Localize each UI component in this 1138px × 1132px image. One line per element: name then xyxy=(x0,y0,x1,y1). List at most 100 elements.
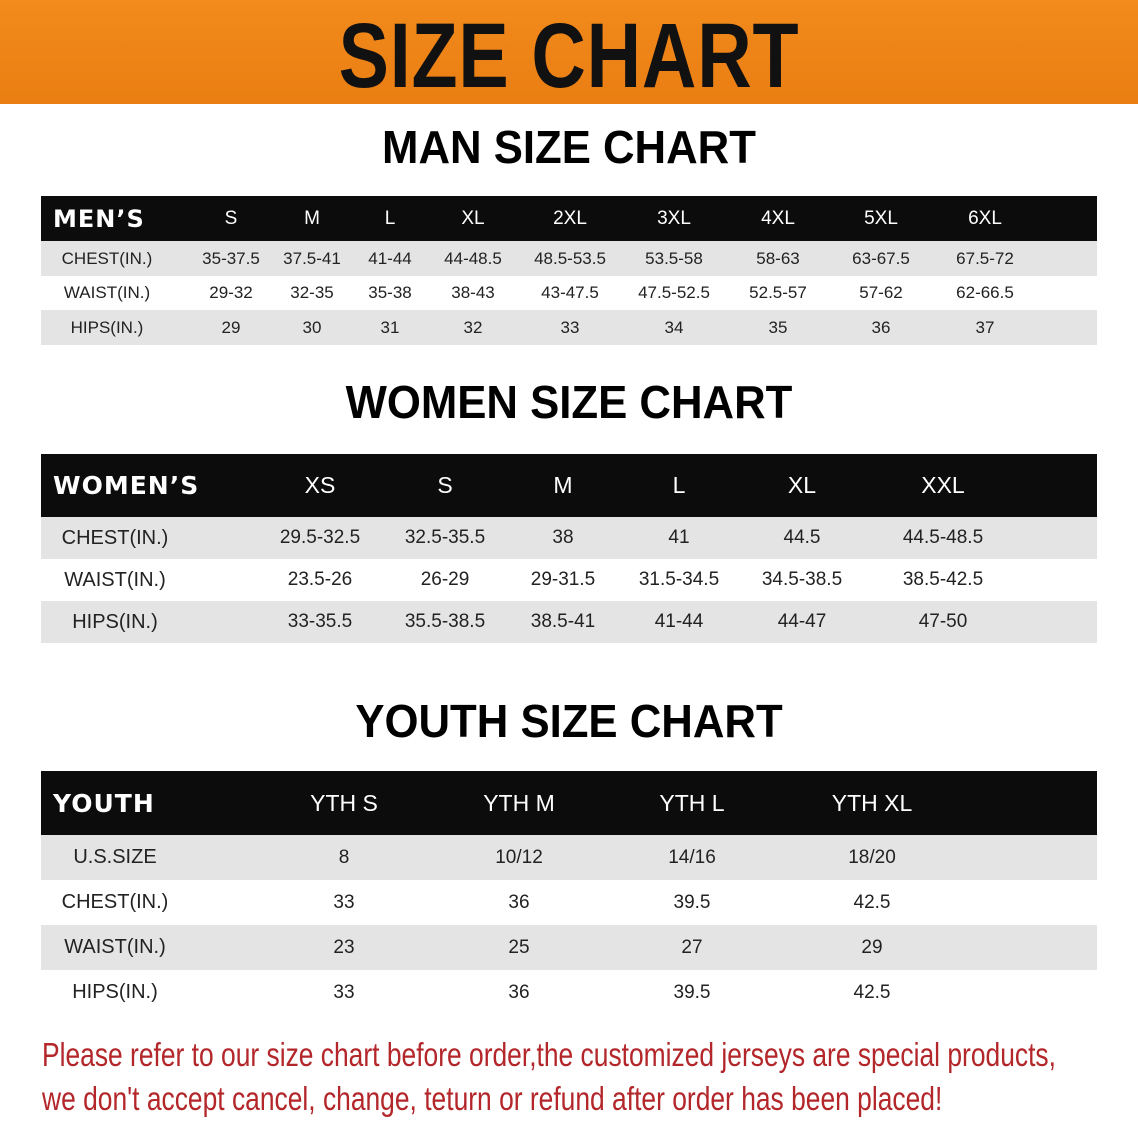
size-header: 5XL xyxy=(864,207,898,229)
measurement-cell: 29 xyxy=(861,936,883,958)
table-row: CHEST(IN.) 35-37.5 37.5-41 41-44 44-48.5 48.5… xyxy=(41,241,1097,276)
measurement-cell: 38 xyxy=(552,527,574,548)
measurement-cell: 36 xyxy=(508,981,530,1003)
table-row: CHEST(IN.) 29.5-32.5 32.5-35.5 38 41 44.5 44.5… xyxy=(41,517,1097,559)
size-header: YTH M xyxy=(483,789,555,816)
women-section-title: WOMEN SIZE CHART xyxy=(345,376,793,428)
table-row: CHEST(IN.) 33 36 39.5 42.5 xyxy=(41,880,1097,925)
measurement-cell: 35.5-38.5 xyxy=(404,611,486,632)
size-header: 4XL xyxy=(761,207,795,229)
banner: SIZE CHART xyxy=(0,0,1138,107)
measurement-cell: 57-62 xyxy=(859,283,903,302)
size-header: 2XL xyxy=(553,207,587,229)
measurement-cell: 10/12 xyxy=(495,846,543,868)
measurement-cell: 26-29 xyxy=(420,569,470,590)
row-label: HIPS(IN.) xyxy=(70,317,144,337)
measurement-cell: 32 xyxy=(463,317,483,337)
table-row: WAIST(IN.) 23.5-26 26-29 29-31.5 31.5-34.5 34… xyxy=(41,559,1097,601)
size-header: YTH S xyxy=(310,789,378,816)
size-header: L xyxy=(672,472,686,498)
row-label: WAIST(IN.) xyxy=(64,936,166,958)
row-label: CHEST(IN.) xyxy=(61,526,169,549)
measurement-cell: 29-31.5 xyxy=(530,569,596,590)
size-header: L xyxy=(384,207,396,229)
row-label: WAIST(IN.) xyxy=(63,283,151,302)
measurement-cell: 27 xyxy=(681,936,703,958)
measurement-cell: 41 xyxy=(668,527,690,548)
measurement-cell: 47-50 xyxy=(918,611,968,632)
row-label: HIPS(IN.) xyxy=(72,981,158,1003)
measurement-cell: 31.5-34.5 xyxy=(638,569,720,590)
table-row: WAIST(IN.) 29-32 32-35 35-38 38-43 43-47.5 47.… xyxy=(41,276,1097,310)
measurement-cell: 38.5-42.5 xyxy=(902,569,984,590)
men-section-title: MAN SIZE CHART xyxy=(382,121,756,173)
measurement-cell: 32.5-35.5 xyxy=(404,527,486,548)
measurement-cell: 53.5-58 xyxy=(645,248,703,268)
men-header-row: MEN’S S M L XL 2XL 3XL 4XL 5XL 6XL xyxy=(41,196,1097,241)
size-header: YTH L xyxy=(659,789,725,816)
measurement-cell: 14/16 xyxy=(668,846,716,868)
youth-header-label: YOUTH xyxy=(53,788,155,818)
measurement-cell: 37 xyxy=(975,317,995,337)
measurement-cell: 44.5 xyxy=(783,527,821,548)
measurement-cell: 8 xyxy=(338,846,350,868)
men-header-label: MEN’S xyxy=(53,204,145,233)
measurement-cell: 63-67.5 xyxy=(852,248,910,268)
measurement-cell: 35-38 xyxy=(368,283,412,302)
measurement-cell: 35-37.5 xyxy=(202,248,260,268)
table-row: HIPS(IN.) 33-35.5 35.5-38.5 38.5-41 41-44 44-… xyxy=(41,601,1097,643)
measurement-cell: 23 xyxy=(333,936,355,958)
size-header: 3XL xyxy=(657,207,691,229)
measurement-cell: 23.5-26 xyxy=(287,569,353,590)
measurement-cell: 30 xyxy=(302,317,322,337)
size-header: S xyxy=(224,207,238,229)
measurement-cell: 58-63 xyxy=(756,248,800,268)
notice-line-2: we don't accept cancel, change, teturn o… xyxy=(42,1080,943,1117)
measurement-cell: 47.5-52.5 xyxy=(638,283,710,302)
measurement-cell: 42.5 xyxy=(853,891,891,913)
table-row: HIPS(IN.) 33 36 39.5 42.5 xyxy=(41,970,1097,1015)
measurement-cell: 31 xyxy=(380,317,400,337)
size-header: XS xyxy=(304,472,336,498)
measurement-cell: 33-35.5 xyxy=(287,611,353,632)
notice-line-1: Please refer to our size chart before or… xyxy=(42,1036,1056,1073)
youth-header-row: YOUTH YTH S YTH M YTH L YTH XL xyxy=(41,771,1097,835)
table-row: WAIST(IN.) 23 25 27 29 xyxy=(41,925,1097,970)
measurement-cell: 52.5-57 xyxy=(749,283,807,302)
size-header: S xyxy=(437,472,453,498)
measurement-cell: 67.5-72 xyxy=(956,248,1014,268)
measurement-cell: 43-47.5 xyxy=(541,283,599,302)
women-header-row: WOMEN’S XS S M L XL XXL xyxy=(41,454,1097,517)
table-row: HIPS(IN.) 29 30 31 32 33 34 35 36 37 xyxy=(41,310,1097,345)
row-label: HIPS(IN.) xyxy=(72,610,158,633)
measurement-cell: 25 xyxy=(508,936,530,958)
size-header: YTH XL xyxy=(831,789,913,816)
measurement-cell: 62-66.5 xyxy=(956,283,1014,302)
table-row: U.S.SIZE 8 10/12 14/16 18/20 xyxy=(41,835,1097,880)
size-header: M xyxy=(304,207,320,229)
size-header: M xyxy=(553,472,573,498)
youth-section-title: YOUTH SIZE CHART xyxy=(355,695,783,747)
measurement-cell: 32-35 xyxy=(290,283,334,302)
women-header-label: WOMEN’S xyxy=(53,471,200,500)
measurement-cell: 39.5 xyxy=(673,891,711,913)
row-label: CHEST(IN.) xyxy=(61,891,169,913)
measurement-cell: 33 xyxy=(333,891,355,913)
measurement-cell: 44-47 xyxy=(777,611,827,632)
measurement-cell: 34.5-38.5 xyxy=(761,569,843,590)
measurement-cell: 42.5 xyxy=(853,981,891,1003)
measurement-cell: 29 xyxy=(221,317,241,337)
measurement-cell: 44.5-48.5 xyxy=(902,527,984,548)
row-label: WAIST(IN.) xyxy=(64,568,166,591)
measurement-cell: 44-48.5 xyxy=(444,248,502,268)
measurement-cell: 29-32 xyxy=(209,283,253,302)
measurement-cell: 41-44 xyxy=(654,611,704,632)
measurement-cell: 34 xyxy=(664,317,684,337)
banner-title: SIZE CHART xyxy=(338,5,800,107)
measurement-cell: 35 xyxy=(768,317,788,337)
row-label: U.S.SIZE xyxy=(73,846,157,868)
measurement-cell: 37.5-41 xyxy=(283,248,341,268)
measurement-cell: 36 xyxy=(508,891,530,913)
measurement-cell: 36 xyxy=(871,317,891,337)
size-header: XL xyxy=(461,207,485,229)
